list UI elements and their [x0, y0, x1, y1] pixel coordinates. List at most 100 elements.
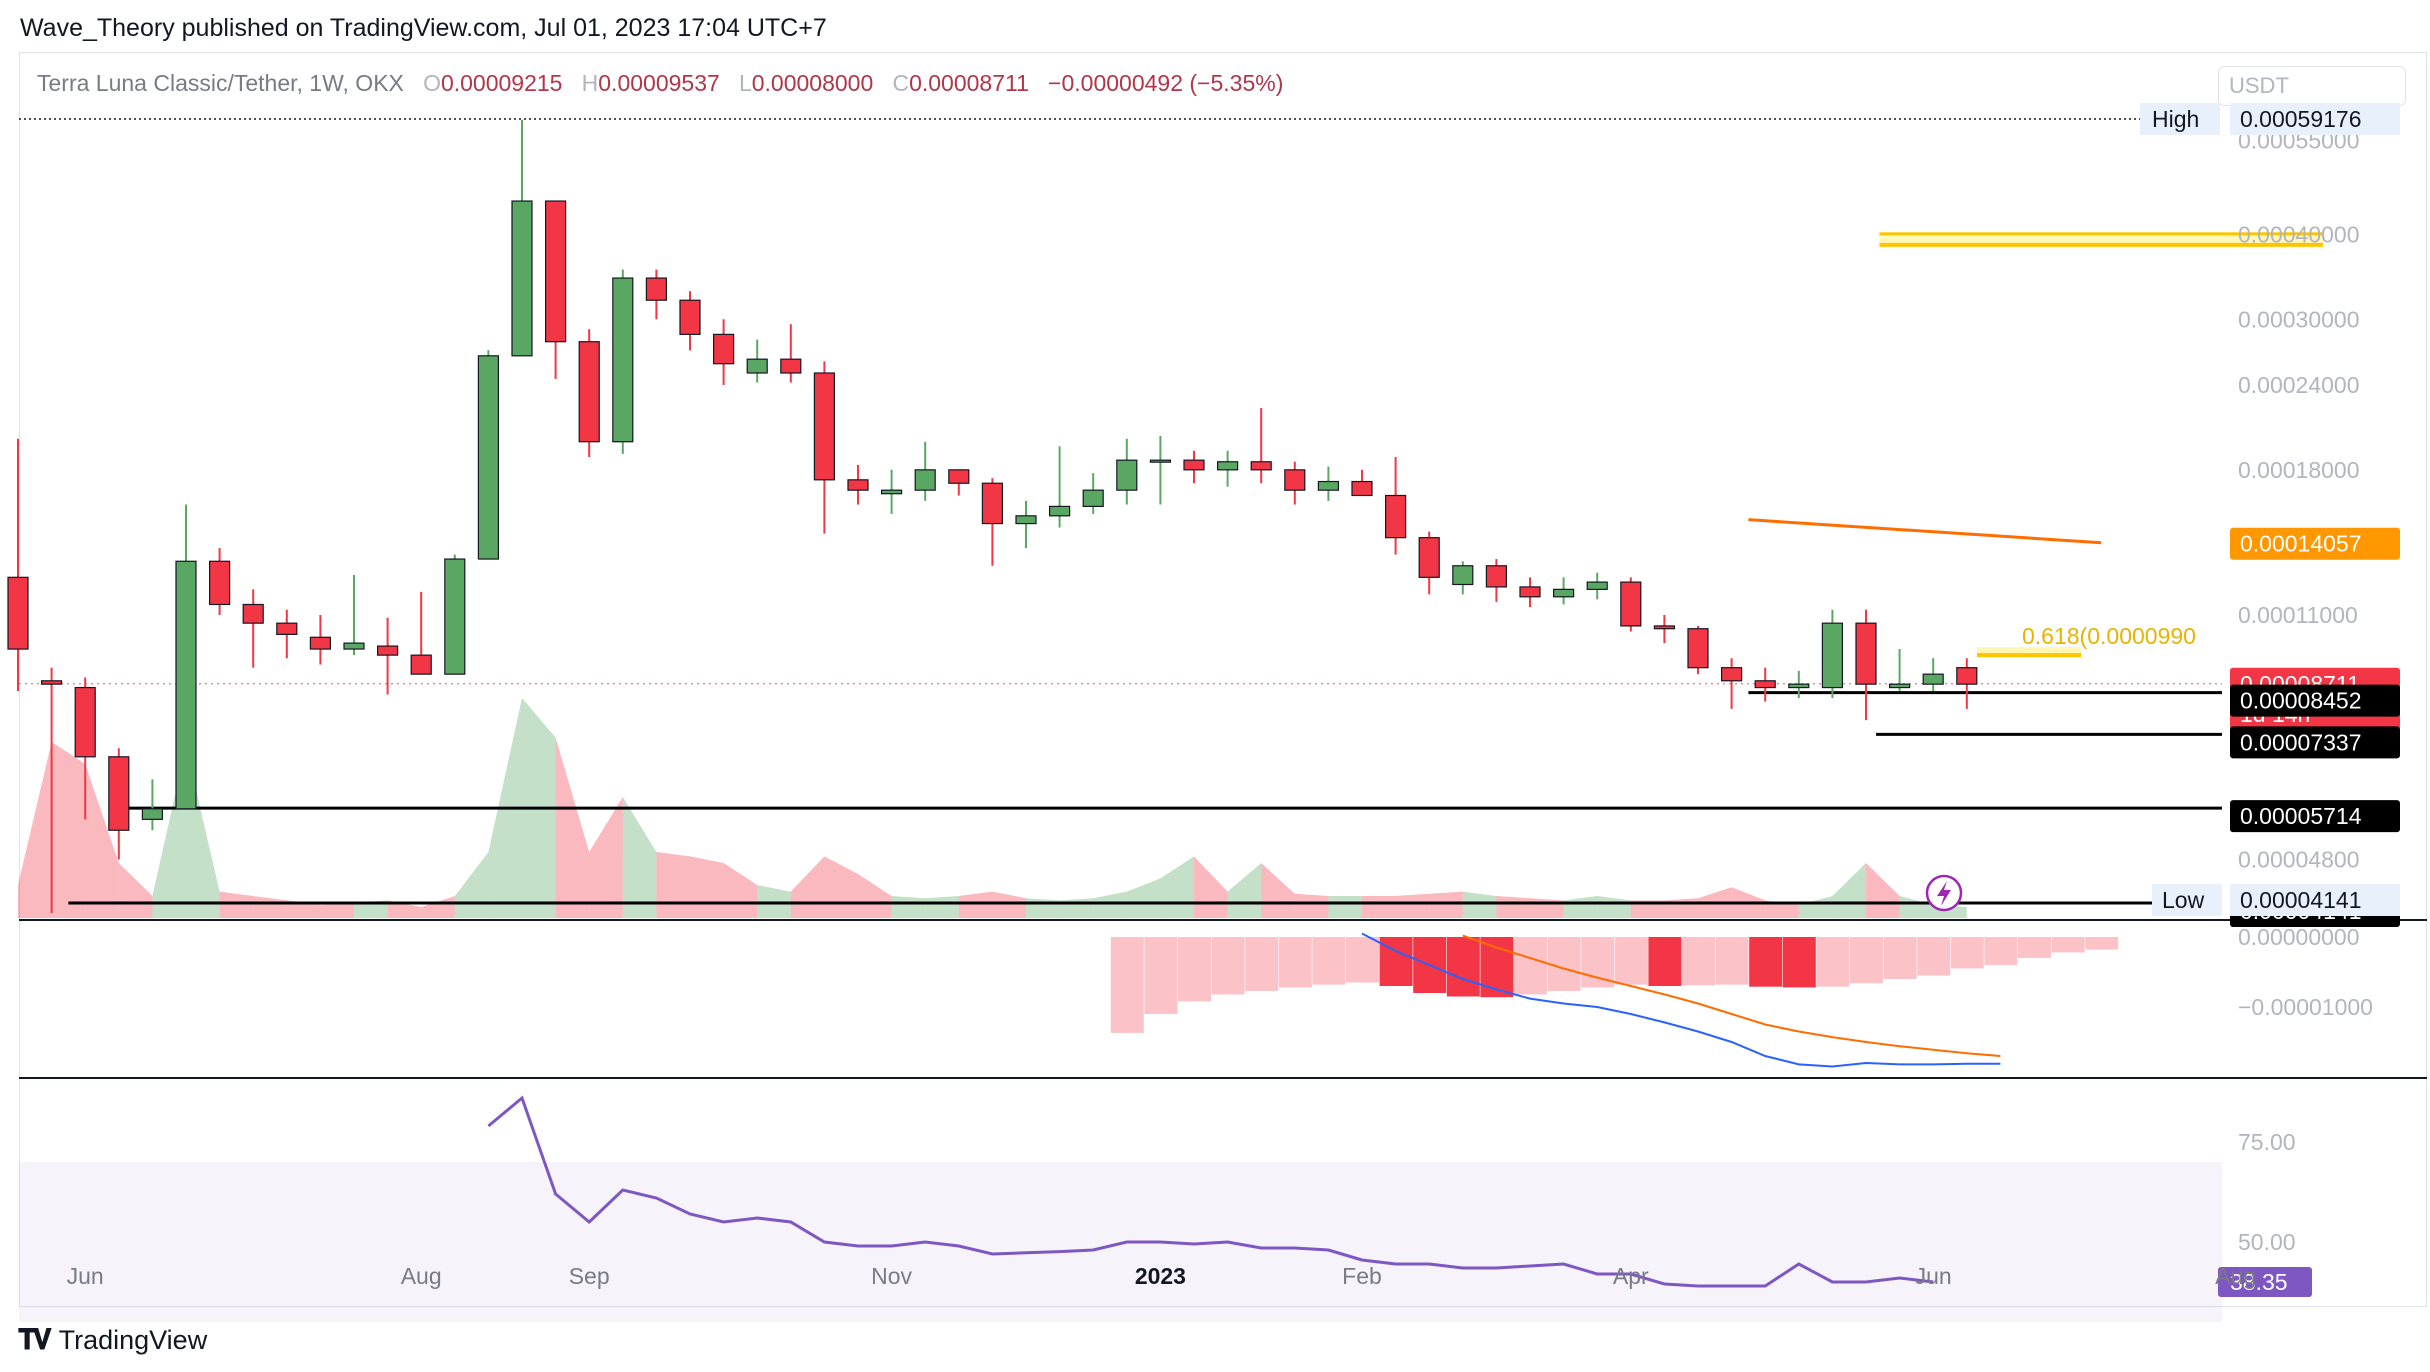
- candle: [1888, 649, 1911, 692]
- candle: [847, 464, 869, 505]
- candle-body: [880, 489, 903, 495]
- candle-body: [1956, 667, 1978, 685]
- candle-body: [1485, 565, 1508, 588]
- candle-body: [578, 341, 600, 443]
- legend-close: 0.00008711: [909, 70, 1029, 96]
- volume-segment: [1395, 893, 1430, 918]
- candle-body: [1183, 459, 1205, 471]
- candle-body: [1653, 625, 1676, 630]
- high-value: 0.00059176: [2240, 106, 2362, 132]
- volume-segment: [1597, 896, 1631, 918]
- trendline-price-badge-text: 0.00014057: [2240, 531, 2362, 557]
- volume-segment: [925, 896, 959, 918]
- candle: [544, 200, 567, 379]
- volume-segment: [1798, 896, 1833, 918]
- candle: [679, 291, 701, 351]
- candle-body: [813, 372, 836, 481]
- candle-body: [7, 576, 29, 650]
- candle: [309, 615, 331, 665]
- macd-bar: [1547, 937, 1581, 991]
- trendline-price-badge: 0.00014057: [2230, 527, 2400, 560]
- level-price-badge-text: 0.00007337: [2240, 729, 2362, 755]
- time-tick-label: Aug: [2215, 1263, 2256, 1289]
- candle: [1216, 450, 1239, 487]
- volume-segment: [85, 764, 119, 918]
- candle-body: [847, 479, 869, 491]
- candle: [141, 779, 163, 831]
- tradingview-logo[interactable]: 𝐓𝐕 TradingView: [18, 1324, 207, 1357]
- candle: [981, 478, 1004, 566]
- time-tick-label: Feb: [1342, 1263, 1382, 1289]
- volume-segment: [555, 737, 590, 918]
- candle: [74, 677, 96, 820]
- candle-body: [612, 277, 634, 443]
- macd-bar: [2051, 937, 2085, 953]
- level-price-badge-text: 0.00008452: [2240, 688, 2362, 714]
- macd-bar: [1816, 937, 1850, 987]
- candle: [1956, 658, 1978, 709]
- candle-body: [1384, 494, 1407, 539]
- currency-selector[interactable]: USDT: [2218, 66, 2406, 106]
- candle-body: [410, 654, 432, 675]
- volume-segment: [992, 891, 1026, 918]
- lightning-icon: [1925, 874, 1963, 912]
- candle-body: [1888, 683, 1911, 689]
- candle: [444, 554, 466, 675]
- time-tick-label: Apr: [1613, 1263, 1649, 1289]
- candle-body: [1418, 537, 1440, 578]
- volume-segment: [1429, 891, 1463, 918]
- candle-body: [1552, 588, 1575, 598]
- candle-body: [1317, 480, 1340, 491]
- candle-body: [175, 560, 197, 810]
- candle: [1485, 559, 1508, 602]
- candle: [1653, 615, 1676, 644]
- rsi-tick-label: 75.00: [2238, 1129, 2296, 1155]
- candle-body: [1720, 667, 1743, 682]
- macd-bar: [1346, 937, 1379, 983]
- candle: [1821, 609, 1844, 699]
- candle: [813, 361, 836, 534]
- candle-body: [948, 469, 970, 484]
- macd-histogram: [1110, 937, 2119, 1033]
- legend-high: 0.00009537: [598, 70, 720, 96]
- candle: [1855, 609, 1877, 721]
- price-tick-label: 0.00004800: [2238, 846, 2360, 872]
- macd-line: [1361, 932, 2001, 1068]
- candle: [948, 469, 970, 496]
- volume-segment: [858, 874, 892, 918]
- candle-body: [1082, 489, 1104, 508]
- trend-line: [1748, 518, 2102, 545]
- legend-symbol[interactable]: Terra Luna Classic/Tether, 1W, OKX: [37, 70, 404, 96]
- level-price-badge: 0.00008452: [2230, 684, 2400, 717]
- volume-segment: [1362, 896, 1396, 918]
- volume-segment: [1866, 863, 1900, 918]
- candle: [1048, 446, 1071, 528]
- candle: [343, 574, 365, 656]
- macd-bar: [1211, 937, 1245, 995]
- volume-segment: [51, 742, 86, 918]
- candle: [1284, 461, 1306, 505]
- candle-body: [209, 560, 231, 606]
- macd-bar: [2018, 937, 2051, 958]
- volume-segment: [253, 896, 287, 918]
- volume-segment: [18, 742, 52, 918]
- candle-body: [1922, 673, 1944, 685]
- candle: [1116, 438, 1138, 505]
- macd-bar: [1782, 937, 1816, 988]
- volume-segment: [1194, 856, 1228, 918]
- candle-body: [1620, 581, 1642, 627]
- candle: [1351, 469, 1373, 497]
- candle: [746, 339, 768, 383]
- candle-body: [746, 358, 768, 374]
- volume-segment: [1059, 898, 1094, 918]
- candle: [1586, 572, 1608, 600]
- macd-tick-label: 0.00000000: [2238, 924, 2360, 950]
- high-marker: High 0.00059176: [2140, 103, 2400, 135]
- candle: [1552, 577, 1575, 605]
- level-price-badge: 0.00005714: [2230, 800, 2400, 833]
- candle: [1620, 577, 1642, 632]
- fib-zone-lower: [1976, 647, 2082, 658]
- candle: [1687, 625, 1709, 675]
- time-tick-label: 2023: [1135, 1263, 1186, 1289]
